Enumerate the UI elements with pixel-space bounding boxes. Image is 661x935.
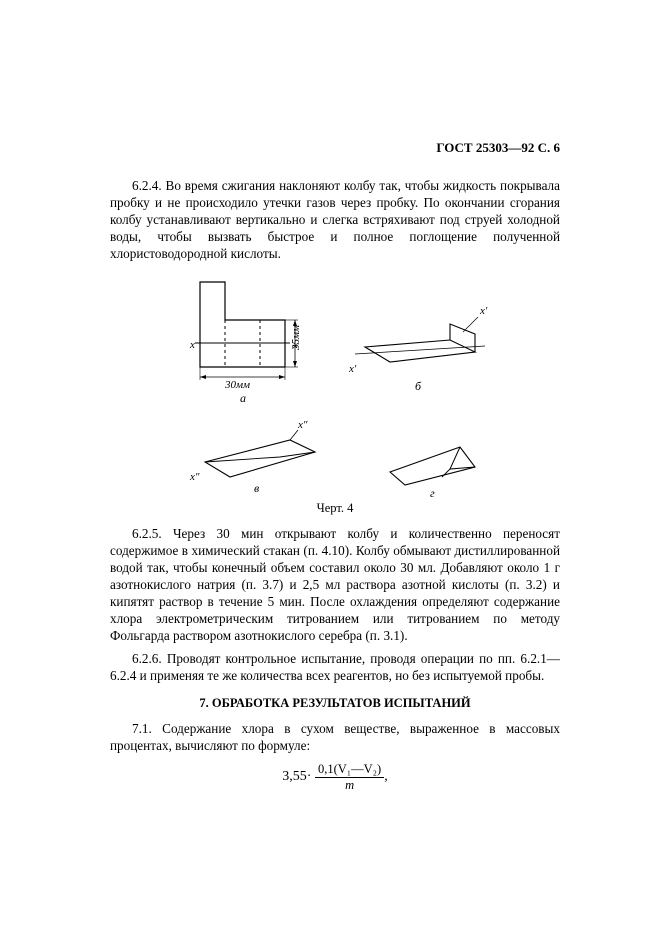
subfig-c: x″ x″ в bbox=[189, 419, 315, 495]
subfig-c-label: в bbox=[254, 481, 259, 495]
formula-numerator: 0,1(V₁—V₂) bbox=[315, 763, 384, 778]
para-6-2-6: 6.2.6. Проводят контрольное испытание, п… bbox=[110, 651, 560, 685]
label-b-x1: x′ bbox=[479, 305, 488, 317]
formula-7-1: 3,55· 0,1(V₁—V₂) m , bbox=[110, 763, 560, 791]
subfig-d: г bbox=[390, 447, 475, 497]
subfig-d-label: г bbox=[430, 486, 435, 497]
label-a-x-left: x bbox=[189, 339, 195, 351]
subfig-b: x′ x′ б bbox=[348, 305, 488, 393]
formula-fraction: 0,1(V₁—V₂) m bbox=[315, 763, 384, 791]
dim-35: 35мм bbox=[290, 325, 302, 351]
figure-4: x x 30мм 35мм а bbox=[110, 272, 560, 497]
para-7-1: 7.1. Содержание хлора в сухом веществе, … bbox=[110, 721, 560, 755]
page-header: ГОСТ 25303—92 С. 6 bbox=[110, 140, 560, 156]
subfig-a-label: а bbox=[240, 391, 246, 405]
section-7-title: 7. ОБРАБОТКА РЕЗУЛЬТАТОВ ИСПЫТАНИЙ bbox=[110, 696, 560, 711]
label-c-x1: x″ bbox=[297, 419, 308, 431]
para-6-2-5: 6.2.5. Через 30 мин открывают колбу и ко… bbox=[110, 526, 560, 644]
subfig-a: x x 30мм 35мм а bbox=[189, 282, 302, 405]
label-b-x2: x′ bbox=[348, 363, 357, 375]
para-6-2-4: 6.2.4. Во время сжигания наклоняют колбу… bbox=[110, 178, 560, 262]
formula-prefix: 3,55· bbox=[282, 769, 311, 784]
formula-suffix: , bbox=[384, 769, 388, 784]
formula-denominator: m bbox=[315, 778, 384, 792]
figure-4-svg: x x 30мм 35мм а bbox=[155, 272, 515, 497]
dim-30: 30мм bbox=[224, 379, 250, 391]
figure-caption: Черт. 4 bbox=[110, 501, 560, 516]
subfig-b-label: б bbox=[415, 379, 422, 393]
label-c-x2: x″ bbox=[189, 471, 200, 483]
